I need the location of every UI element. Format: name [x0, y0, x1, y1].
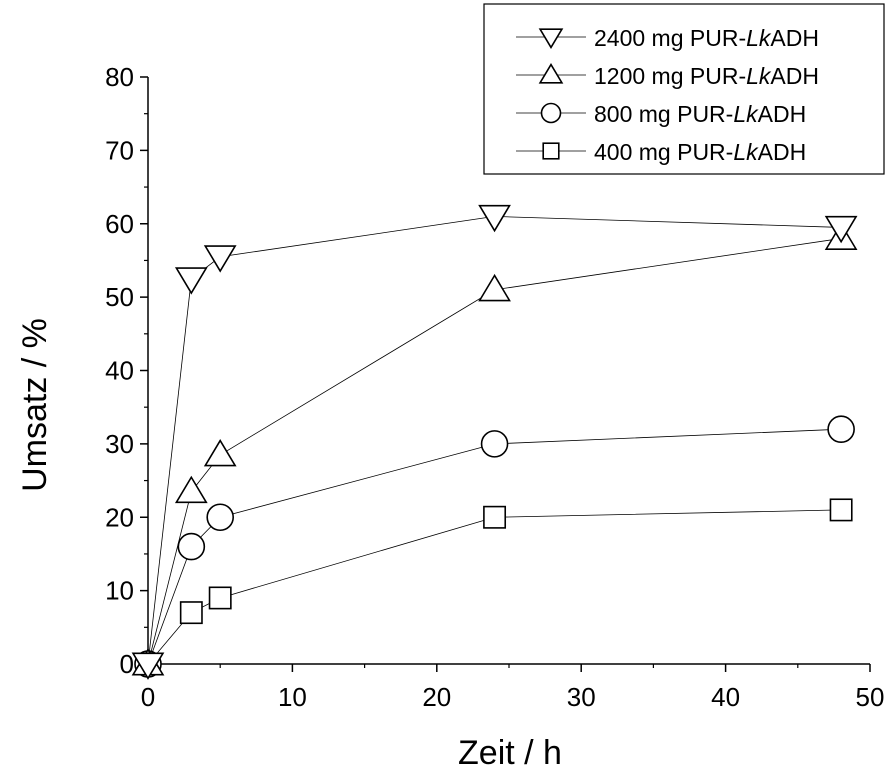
legend-marker: [538, 62, 564, 84]
y-tick-label: 60: [105, 209, 134, 239]
data-point: [480, 430, 509, 458]
series-line: [147, 428, 842, 665]
y-tick-label: 50: [105, 282, 134, 312]
x-tick-label: 50: [856, 682, 885, 712]
y-tick-label: 0: [120, 649, 134, 679]
data-point: [208, 586, 232, 610]
x-axis-title: Zeit / h: [458, 734, 562, 772]
legend-label: 2400 mg PUR-LkADH: [594, 25, 819, 51]
data-point: [478, 273, 511, 302]
data-point: [177, 532, 206, 561]
legend: 2400 mg PUR-LkADH 1200 mg PUR-LkADH 800 mg…: [483, 3, 885, 175]
legend-label: 1200 mg PUR-LkADH: [594, 63, 819, 89]
series-layer: [131, 204, 858, 680]
legend-marker: [542, 142, 560, 160]
legend-marker: [540, 102, 562, 124]
x-tick-label: 40: [711, 682, 740, 712]
data-point: [131, 652, 165, 680]
data-point: [829, 498, 853, 522]
data-point: [824, 215, 858, 244]
legend-item: 400 mg PUR-LkADH: [516, 139, 806, 165]
x-axis-ticks: 0 10 20 30 40 50: [141, 664, 885, 712]
x-tick-label: 30: [567, 682, 596, 712]
legend-item: 800 mg PUR-LkADH: [516, 101, 806, 127]
legend-item: 1200 mg PUR-LkADH: [516, 62, 819, 89]
legend-label: 800 mg PUR-LkADH: [594, 101, 806, 127]
data-point: [827, 415, 855, 444]
x-tick-label: 0: [141, 682, 155, 712]
y-axis-ticks: 0 10 20 30 40 50 60 70 80: [105, 62, 148, 679]
series-line: [147, 509, 842, 665]
data-point: [478, 204, 511, 233]
y-tick-label: 80: [105, 62, 134, 92]
legend-label: 400 mg PUR-LkADH: [594, 139, 806, 165]
y-tick-label: 10: [105, 576, 134, 606]
x-tick-label: 10: [278, 682, 307, 712]
y-tick-label: 70: [105, 135, 134, 165]
legend-item: 2400 mg PUR-LkADH: [516, 25, 819, 51]
y-tick-label: 30: [105, 429, 134, 459]
series-triangle-down: [131, 204, 858, 680]
data-point: [206, 503, 234, 532]
y-tick-label: 20: [105, 502, 134, 532]
series-circle: [134, 415, 855, 678]
data-point: [203, 439, 237, 467]
data-point: [179, 601, 203, 625]
series-square: [136, 498, 853, 676]
x-tick-label: 20: [422, 682, 451, 712]
data-point: [174, 267, 208, 295]
y-tick-label: 40: [105, 356, 134, 386]
data-point: [203, 245, 237, 273]
data-point: [483, 505, 507, 529]
y-axis-title: Umsatz / %: [16, 318, 54, 492]
legend-marker: [538, 28, 564, 50]
data-point: [174, 475, 208, 504]
